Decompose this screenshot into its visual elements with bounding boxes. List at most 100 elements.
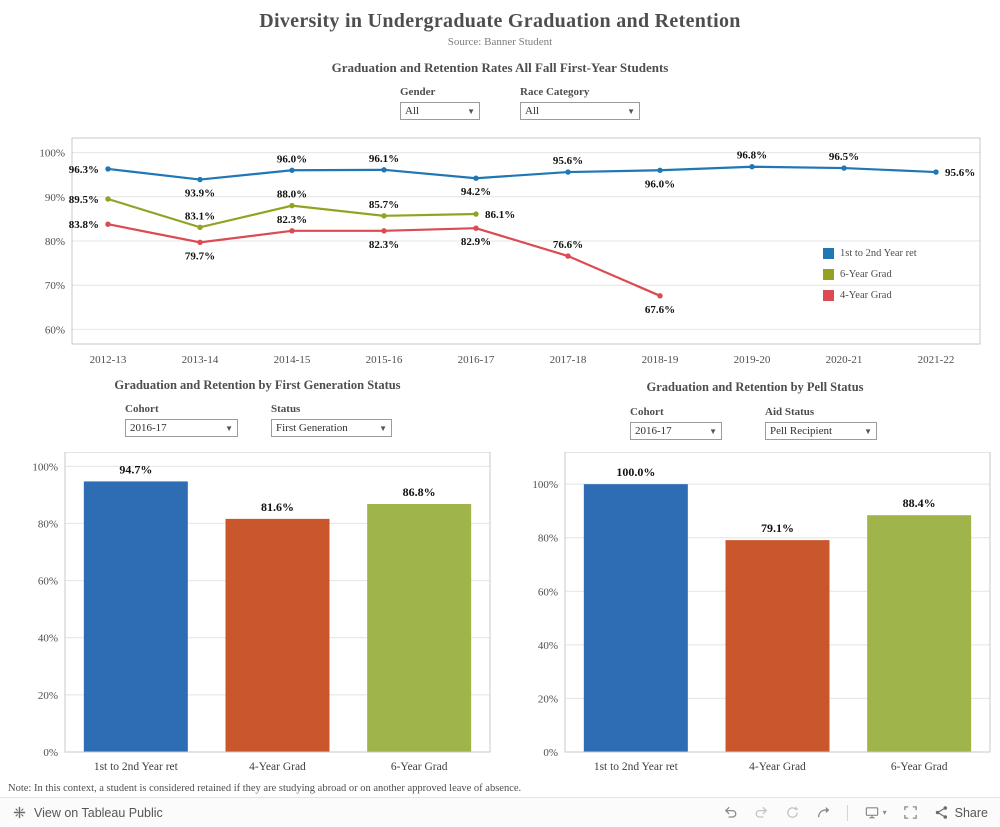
- gender-filter-dropdown[interactable]: All ▼: [400, 102, 480, 120]
- view-on-tableau-public-label: View on Tableau Public: [34, 805, 163, 820]
- refresh-icon[interactable]: [816, 805, 831, 820]
- data-label: 82.3%: [277, 214, 307, 226]
- data-point[interactable]: [473, 211, 479, 217]
- data-point[interactable]: [197, 176, 203, 183]
- legend-item-4-year[interactable]: 4-Year Grad: [823, 290, 917, 301]
- data-point[interactable]: [289, 228, 295, 234]
- x-axis-tick-label: 2015-16: [366, 354, 403, 366]
- cohort-filter-label: Cohort: [125, 403, 159, 415]
- bar-4-Year Grad[interactable]: [725, 540, 830, 752]
- status-filter-label: Status: [271, 403, 301, 415]
- chevron-down-icon: ▼: [225, 423, 233, 433]
- first-gen-cohort-dropdown[interactable]: 2016-17 ▼: [125, 419, 238, 437]
- pell-cohort-dropdown[interactable]: 2016-17 ▼: [630, 422, 722, 440]
- gender-filter-value: All: [405, 105, 420, 117]
- cohort-filter-label: Cohort: [630, 406, 664, 418]
- data-label: 89.5%: [69, 194, 99, 206]
- data-point[interactable]: [657, 167, 663, 173]
- data-point[interactable]: [933, 169, 939, 175]
- first-gen-status-dropdown[interactable]: First Generation ▼: [271, 419, 392, 437]
- data-label: 86.1%: [485, 209, 515, 221]
- data-point[interactable]: [105, 196, 111, 202]
- redo-icon[interactable]: [754, 805, 769, 820]
- bar-value-label: 79.1%: [761, 521, 794, 535]
- toolbar-actions: ▾ Share: [723, 804, 988, 821]
- race-filter-dropdown[interactable]: All ▼: [520, 102, 640, 120]
- data-point[interactable]: [841, 165, 847, 171]
- data-point[interactable]: [749, 164, 755, 170]
- x-axis-tick-label: 2012-13: [90, 354, 127, 366]
- data-label: 96.3%: [69, 164, 99, 176]
- data-label: 76.6%: [553, 239, 583, 251]
- data-label: 67.6%: [645, 304, 675, 316]
- chevron-down-icon: ▾: [882, 808, 887, 817]
- retention-line-chart[interactable]: 1st to 2nd Year ret 6-Year Grad 4-Year G…: [28, 137, 986, 373]
- data-point[interactable]: [197, 224, 203, 230]
- pell-cohort-filter: Cohort 2016-17 ▼: [630, 406, 722, 440]
- cohort-filter-value: 2016-17: [130, 422, 167, 434]
- pell-bar-chart[interactable]: 0% 20% 40% 60% 80% 100% 100.0% 1st to 2nd Year …: [520, 451, 995, 783]
- data-label: 83.1%: [185, 210, 215, 222]
- data-point[interactable]: [565, 169, 571, 175]
- data-point[interactable]: [657, 293, 663, 299]
- legend-item-6-year[interactable]: 6-Year Grad: [823, 269, 917, 280]
- revert-icon[interactable]: [785, 805, 800, 820]
- x-axis-tick-label: 2014-15: [274, 354, 311, 366]
- bar-6-Year Grad[interactable]: [367, 504, 472, 752]
- view-on-tableau-public-link[interactable]: View on Tableau Public: [12, 805, 163, 820]
- race-category-filter: Race Category All ▼: [520, 86, 640, 120]
- x-axis-tick-label: 2016-17: [458, 354, 495, 366]
- bar-category-label: 4-Year Grad: [249, 761, 306, 773]
- undo-icon[interactable]: [723, 805, 738, 820]
- bar-6-Year Grad[interactable]: [867, 515, 972, 752]
- y-axis-tick-label: 60%: [38, 576, 58, 588]
- fullscreen-icon[interactable]: [903, 805, 918, 820]
- bar-value-label: 86.8%: [403, 485, 436, 499]
- data-label: 93.9%: [185, 188, 215, 200]
- line-1st to 2nd Year ret: [107, 165, 937, 181]
- gender-filter-label: Gender: [400, 86, 436, 98]
- data-label: 94.2%: [461, 186, 491, 198]
- first-gen-bar-chart[interactable]: 0% 20% 40% 60% 80% 100% 94.7% 1st to 2nd Year r…: [20, 451, 495, 783]
- page-title: Diversity in Undergraduate Graduation an…: [259, 10, 741, 32]
- data-point[interactable]: [381, 228, 387, 234]
- data-point[interactable]: [473, 175, 479, 181]
- plot-border: [71, 137, 981, 345]
- first-gen-status-filter: Status First Generation ▼: [271, 403, 392, 437]
- legend-label: 6-Year Grad: [840, 269, 892, 280]
- y-axis-tick-label: 20%: [538, 693, 558, 705]
- data-point[interactable]: [381, 167, 387, 173]
- y-axis-tick-label: 90%: [45, 192, 65, 204]
- bar-1st to 2nd Year ret[interactable]: [583, 484, 688, 752]
- legend-swatch: [823, 248, 834, 259]
- device-preview-icon[interactable]: ▾: [864, 805, 887, 820]
- plot-border: [564, 451, 991, 753]
- data-point[interactable]: [289, 202, 295, 209]
- data-point[interactable]: [473, 225, 479, 231]
- y-axis-tick-label: 60%: [538, 586, 558, 598]
- bar-1st to 2nd Year ret[interactable]: [83, 481, 188, 752]
- data-point[interactable]: [565, 253, 571, 259]
- bar-category-label: 6-Year Grad: [891, 761, 948, 773]
- data-point[interactable]: [197, 239, 203, 246]
- data-point[interactable]: [105, 221, 111, 227]
- legend-item-1st-to-2nd[interactable]: 1st to 2nd Year ret: [823, 248, 917, 259]
- bar-4-Year Grad[interactable]: [225, 518, 330, 752]
- share-button[interactable]: Share: [934, 805, 988, 820]
- data-point[interactable]: [289, 167, 295, 173]
- data-label: 82.3%: [369, 239, 399, 251]
- page-subtitle: Source: Banner Student: [447, 36, 553, 48]
- pell-aid-status-dropdown[interactable]: Pell Recipient ▼: [765, 422, 877, 440]
- aid-status-filter-label: Aid Status: [765, 406, 815, 418]
- legend-swatch: [823, 269, 834, 280]
- data-label: 95.6%: [553, 155, 583, 167]
- pell-chart-title: Graduation and Retention by Pell Status: [646, 380, 864, 394]
- data-point[interactable]: [105, 166, 111, 172]
- line-chart-title: Graduation and Retention Rates All Fall …: [331, 60, 669, 75]
- data-point[interactable]: [381, 213, 387, 219]
- aid-status-filter-value: Pell Recipient: [770, 425, 833, 437]
- data-label: 82.9%: [461, 236, 491, 248]
- data-label: 95.6%: [945, 167, 975, 179]
- y-axis-tick-label: 60%: [45, 324, 65, 336]
